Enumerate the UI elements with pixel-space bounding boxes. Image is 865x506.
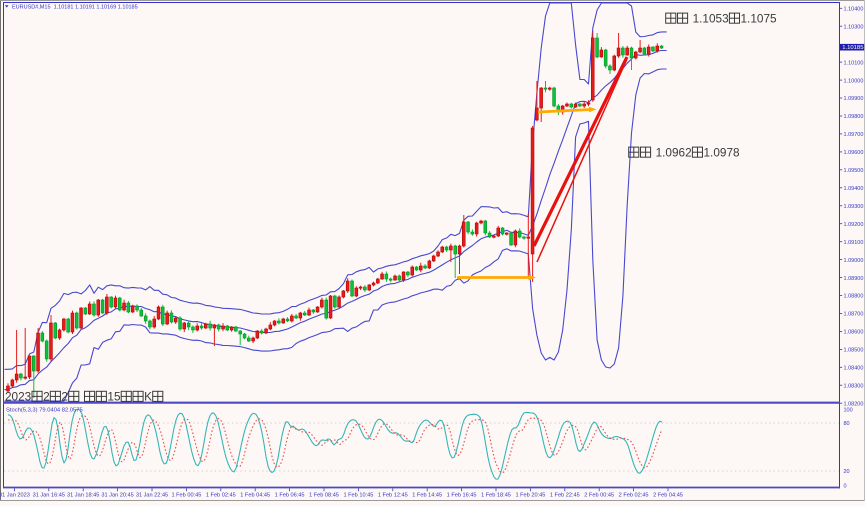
svg-text:1.08800: 1.08800 [844,294,864,300]
svg-text:EURUSD#,M15 1.10181 1.10191 1: EURUSD#,M15 1.10181 1.10191 1.10169 1.10… [12,5,138,11]
svg-text:1.0962: 1.0962 [656,145,692,159]
svg-text:2: 2 [61,390,68,404]
svg-text:1.09800: 1.09800 [844,114,864,120]
svg-text:20: 20 [844,469,850,475]
svg-text:1.09200: 1.09200 [844,222,864,228]
svg-text:1.09300: 1.09300 [844,204,864,210]
svg-text:1.09400: 1.09400 [844,186,864,192]
svg-text:1.10100: 1.10100 [844,60,864,66]
svg-text:1.08500: 1.08500 [844,348,864,354]
svg-text:1.08900: 1.08900 [844,276,864,282]
svg-text:1.09000: 1.09000 [844,258,864,264]
svg-text:80: 80 [844,421,850,427]
svg-text:1.0978: 1.0978 [704,145,741,159]
svg-text:31 Jan 16:45: 31 Jan 16:45 [33,493,65,499]
svg-text:1.09700: 1.09700 [844,132,864,138]
svg-text:2 Feb 00:45: 2 Feb 00:45 [584,493,614,499]
svg-text:1 Feb 12:45: 1 Feb 12:45 [378,493,408,499]
svg-text:K: K [144,390,152,404]
svg-text:1.1075: 1.1075 [741,11,778,25]
svg-text:1.1053: 1.1053 [693,11,730,25]
svg-text:1.08300: 1.08300 [844,383,864,389]
svg-text:1.09600: 1.09600 [844,150,864,156]
svg-text:0: 0 [844,483,847,489]
svg-text:1 Feb 20:45: 1 Feb 20:45 [515,493,545,499]
svg-text:2 Feb 02:45: 2 Feb 02:45 [619,493,649,499]
svg-text:31 Jan 22:45: 31 Jan 22:45 [136,493,168,499]
svg-text:2 Feb 04:45: 2 Feb 04:45 [653,493,683,499]
svg-text:1 Feb 16:45: 1 Feb 16:45 [447,493,477,499]
svg-text:1.09500: 1.09500 [844,168,864,174]
svg-text:1.10300: 1.10300 [844,24,864,30]
svg-text:1 Feb 04:45: 1 Feb 04:45 [240,493,270,499]
svg-text:31 Jan 2023: 31 Jan 2023 [0,493,30,499]
svg-text:1 Feb 18:45: 1 Feb 18:45 [481,493,511,499]
svg-text:1.10185: 1.10185 [842,45,864,51]
svg-text:1 Feb 14:45: 1 Feb 14:45 [412,493,442,499]
svg-text:15: 15 [107,390,121,404]
svg-text:1.10000: 1.10000 [844,78,864,84]
svg-text:1.09100: 1.09100 [844,240,864,246]
svg-text:1.09900: 1.09900 [844,96,864,102]
svg-text:1.08700: 1.08700 [844,312,864,318]
svg-text:1 Feb 06:45: 1 Feb 06:45 [275,493,305,499]
svg-text:31 Jan 18:45: 31 Jan 18:45 [67,493,99,499]
svg-text:100: 100 [844,408,853,414]
svg-text:1 Feb 08:45: 1 Feb 08:45 [309,493,339,499]
svg-text:31 Jan 20:45: 31 Jan 20:45 [101,493,133,499]
svg-text:1 Feb 22:45: 1 Feb 22:45 [550,493,580,499]
svg-text:1 Feb 02:45: 1 Feb 02:45 [206,493,236,499]
svg-text:1.08200: 1.08200 [844,401,864,407]
svg-text:1 Feb 00:45: 1 Feb 00:45 [171,493,201,499]
svg-text:1.08600: 1.08600 [844,330,864,336]
svg-text:1.08400: 1.08400 [844,366,864,372]
svg-text:1.10400: 1.10400 [844,7,864,13]
svg-text:2023: 2023 [5,390,32,404]
svg-text:Stoch(5,3,3) 79.0404 82.0575: Stoch(5,3,3) 79.0404 82.0575 [6,408,83,414]
svg-text:1 Feb 10:45: 1 Feb 10:45 [343,493,373,499]
svg-text:2: 2 [43,390,50,404]
